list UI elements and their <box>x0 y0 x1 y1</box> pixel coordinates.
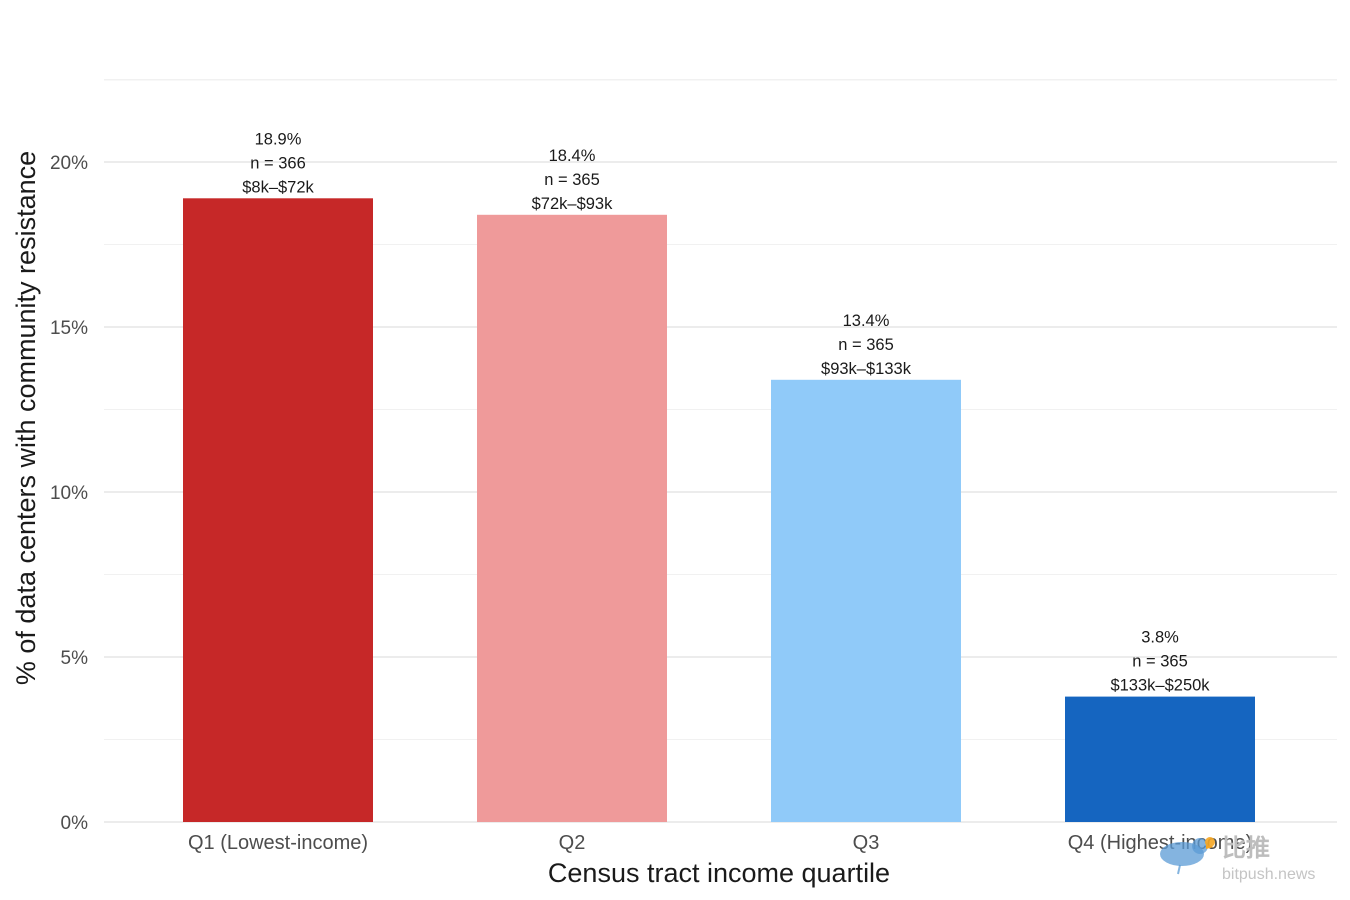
x-tick-label: Q3 <box>853 832 880 854</box>
bars <box>183 198 1255 823</box>
bar-range-label: $8k–$72k <box>242 178 314 196</box>
y-tick-label: 20% <box>50 153 88 174</box>
y-tick-label: 10% <box>50 483 88 504</box>
bar-n-label: n = 365 <box>1132 653 1188 671</box>
bar-range-label: $93k–$133k <box>821 360 912 378</box>
y-axis-title: % of data centers with community resista… <box>11 151 41 685</box>
watermark-subtext: bitpush.news <box>1222 866 1315 883</box>
x-tick-label: Q1 (Lowest-income) <box>188 832 368 854</box>
bar-value-label: 13.4% <box>843 312 890 330</box>
bar-n-label: n = 365 <box>838 336 894 354</box>
y-axis-ticks: 0% 5% 10% 15% 20% <box>50 153 88 834</box>
bar-range-label: $72k–$93k <box>532 195 613 213</box>
bar <box>477 214 667 823</box>
bar <box>183 198 373 823</box>
x-tick-label: Q2 <box>559 832 586 854</box>
bar <box>1065 696 1255 822</box>
x-axis-title: Census tract income quartile <box>548 858 890 888</box>
bird-icon <box>1160 837 1215 875</box>
bar-value-label: 3.8% <box>1141 629 1179 647</box>
y-tick-label: 5% <box>61 648 89 669</box>
bar <box>771 379 961 822</box>
watermark-text: 比推 <box>1222 835 1270 862</box>
bar-n-label: n = 366 <box>250 154 306 172</box>
y-tick-label: 0% <box>61 813 89 834</box>
bar-value-label: 18.9% <box>255 130 302 148</box>
bar-range-label: $133k–$250k <box>1110 677 1210 695</box>
x-axis-ticks: Q1 (Lowest-income) Q2 Q3 Q4 (Highest-income… <box>188 832 1252 854</box>
bar-value-label: 18.4% <box>549 147 596 165</box>
bar-labels: 18.9% n = 366 $8k–$72k 18.4% n = 365 $72k–$93… <box>242 130 1210 694</box>
bar-n-label: n = 365 <box>544 171 600 189</box>
y-tick-label: 15% <box>50 318 88 339</box>
watermark: 比推 bitpush.news <box>1160 835 1315 883</box>
